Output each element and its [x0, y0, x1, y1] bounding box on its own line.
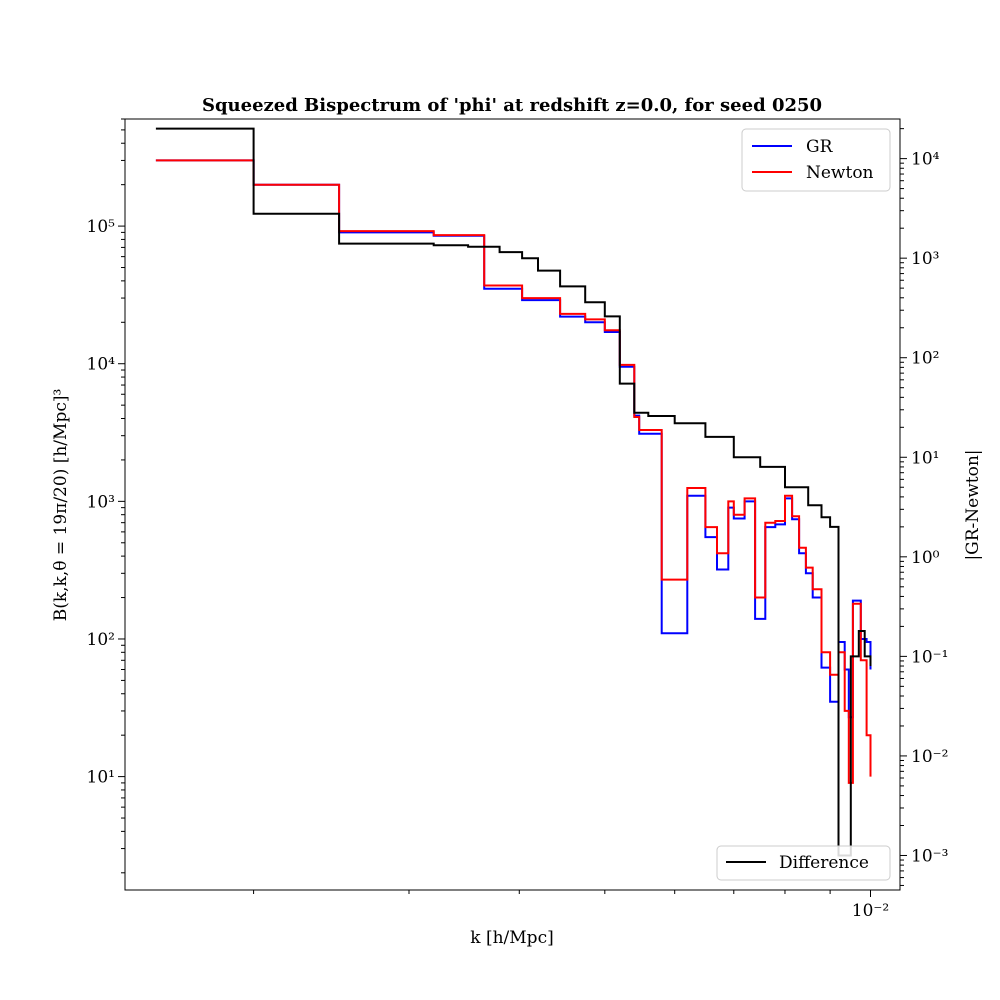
y-right-tick-label: 10³	[911, 249, 939, 269]
legend-label-newton: Newton	[806, 163, 874, 183]
series-line-newton	[155, 159, 872, 784]
y-left-tick-label: 10¹	[87, 768, 115, 788]
y-left-tick-label: 10⁴	[87, 355, 116, 375]
y-right-tick-label: 10⁻¹	[911, 647, 948, 667]
y-left-tick-label: 10⁵	[87, 217, 116, 237]
series-layer	[155, 127, 872, 857]
plot-area-frame	[124, 118, 901, 891]
legend-bottom: Difference	[716, 845, 891, 881]
legend-top-box	[741, 128, 891, 192]
y-right-tick-label: 10⁴	[911, 150, 940, 170]
series-line-gr	[155, 159, 872, 719]
y-left-tick-label: 10³	[87, 492, 115, 512]
y-axis-label-right: |GR-Newton|	[963, 449, 983, 560]
x-axis-label: k [h/Mpc]	[470, 928, 553, 948]
chart-title: Squeezed Bispectrum of 'phi' at redshift…	[202, 95, 822, 116]
y-left-tick-label: 10²	[87, 630, 115, 650]
y-right-tick-label: 10⁻²	[911, 747, 948, 767]
y-right-tick-label: 10²	[911, 349, 939, 369]
y-right-tick-label: 10¹	[911, 448, 939, 468]
series-line-difference	[155, 127, 872, 857]
legend-bottom-box	[716, 845, 891, 881]
y-axis-label-left: B(k,k,θ = 19π/20) [h/Mpc]³	[51, 389, 71, 622]
legend-label-gr: GR	[806, 137, 834, 157]
y-right-tick-label: 10⁰	[911, 548, 940, 568]
legend-top: GR Newton	[741, 128, 891, 192]
legend-label-difference: Difference	[779, 853, 869, 873]
x-tick-label: 10⁻²	[852, 901, 889, 921]
y-right-tick-label: 10⁻³	[911, 846, 948, 866]
ticks-layer: 10¹ 10² 10³ 10⁴ 10⁵ 10⁻³ 10⁻² 10⁻¹ 10⁰ 10¹ 10² 10³ 1…	[87, 118, 948, 921]
